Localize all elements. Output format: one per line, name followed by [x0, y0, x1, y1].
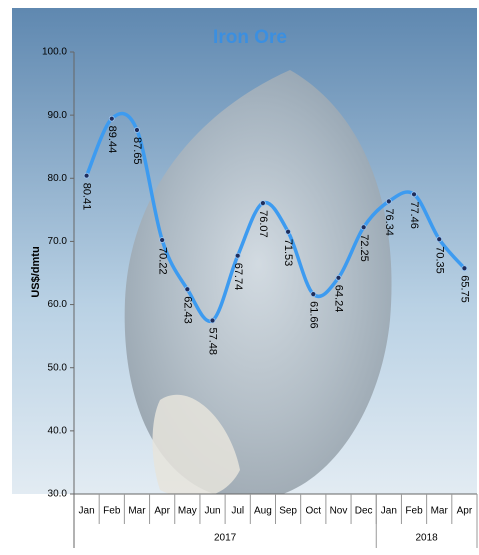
x-tick-label: Mar [431, 506, 449, 517]
value-label: 76.07 [257, 210, 269, 238]
x-tick-label: Aug [254, 506, 272, 517]
value-label: 89.44 [106, 126, 118, 154]
x-tick-label: Nov [330, 506, 348, 517]
y-tick-label: 90.0 [48, 110, 68, 121]
y-tick-label: 70.0 [48, 236, 68, 247]
group-label: 2017 [214, 533, 237, 544]
axis-background [12, 494, 477, 548]
value-label: 71.53 [282, 239, 294, 267]
value-label: 87.65 [131, 137, 143, 165]
marker [184, 286, 191, 293]
x-tick-label: Sep [279, 506, 297, 517]
value-label: 65.75 [459, 275, 471, 303]
y-axis-label: US$/dmtu [30, 246, 42, 297]
y-tick-label: 100.0 [42, 47, 67, 58]
value-label: 57.48 [207, 327, 219, 355]
y-tick-label: 40.0 [48, 425, 68, 436]
marker [285, 228, 291, 235]
group-label: 2018 [416, 533, 439, 544]
x-tick-label: Mar [128, 506, 146, 517]
value-label: 72.25 [358, 234, 370, 262]
marker [83, 172, 90, 179]
x-tick-label: Oct [306, 506, 322, 517]
marker [134, 127, 140, 133]
chart-title: Iron Ore [213, 27, 287, 48]
value-label: 77.46 [408, 201, 420, 229]
background-rock-piece [152, 394, 240, 499]
y-tick-label: 30.0 [48, 489, 68, 500]
value-label: 62.43 [181, 296, 193, 324]
marker [209, 317, 216, 324]
x-tick-label: May [178, 506, 197, 517]
value-label: 64.24 [333, 285, 345, 313]
x-tick-label: Dec [355, 506, 373, 517]
marker [335, 274, 342, 281]
x-tick-label: Jun [204, 506, 220, 517]
marker [360, 224, 367, 231]
y-tick-label: 60.0 [48, 299, 68, 310]
x-tick-label: Jan [79, 506, 95, 517]
marker [159, 237, 166, 243]
marker [411, 191, 417, 198]
marker [436, 236, 443, 243]
x-tick-label: Feb [405, 506, 423, 517]
y-tick-label: 50.0 [48, 362, 68, 373]
value-label: 67.74 [232, 263, 244, 291]
line [84, 111, 466, 324]
x-tick-label: Jan [381, 506, 397, 517]
value-label: 70.22 [156, 247, 168, 275]
x-tick-label: Feb [103, 506, 121, 517]
x-tick-label: Jul [231, 506, 244, 517]
value-label: 70.35 [433, 246, 445, 274]
marker [385, 198, 392, 205]
value-label: 61.66 [307, 301, 319, 329]
marker [260, 200, 266, 207]
marker [461, 265, 468, 272]
marker [108, 115, 115, 122]
background-rock [124, 70, 392, 500]
x-tick-label: Apr [457, 506, 473, 517]
marker [234, 252, 241, 259]
y-tick-label: 80.0 [48, 173, 68, 184]
value-label: 80.41 [81, 183, 93, 211]
x-tick-label: Apr [154, 506, 170, 517]
value-label: 76.34 [383, 208, 395, 236]
marker [310, 291, 317, 297]
